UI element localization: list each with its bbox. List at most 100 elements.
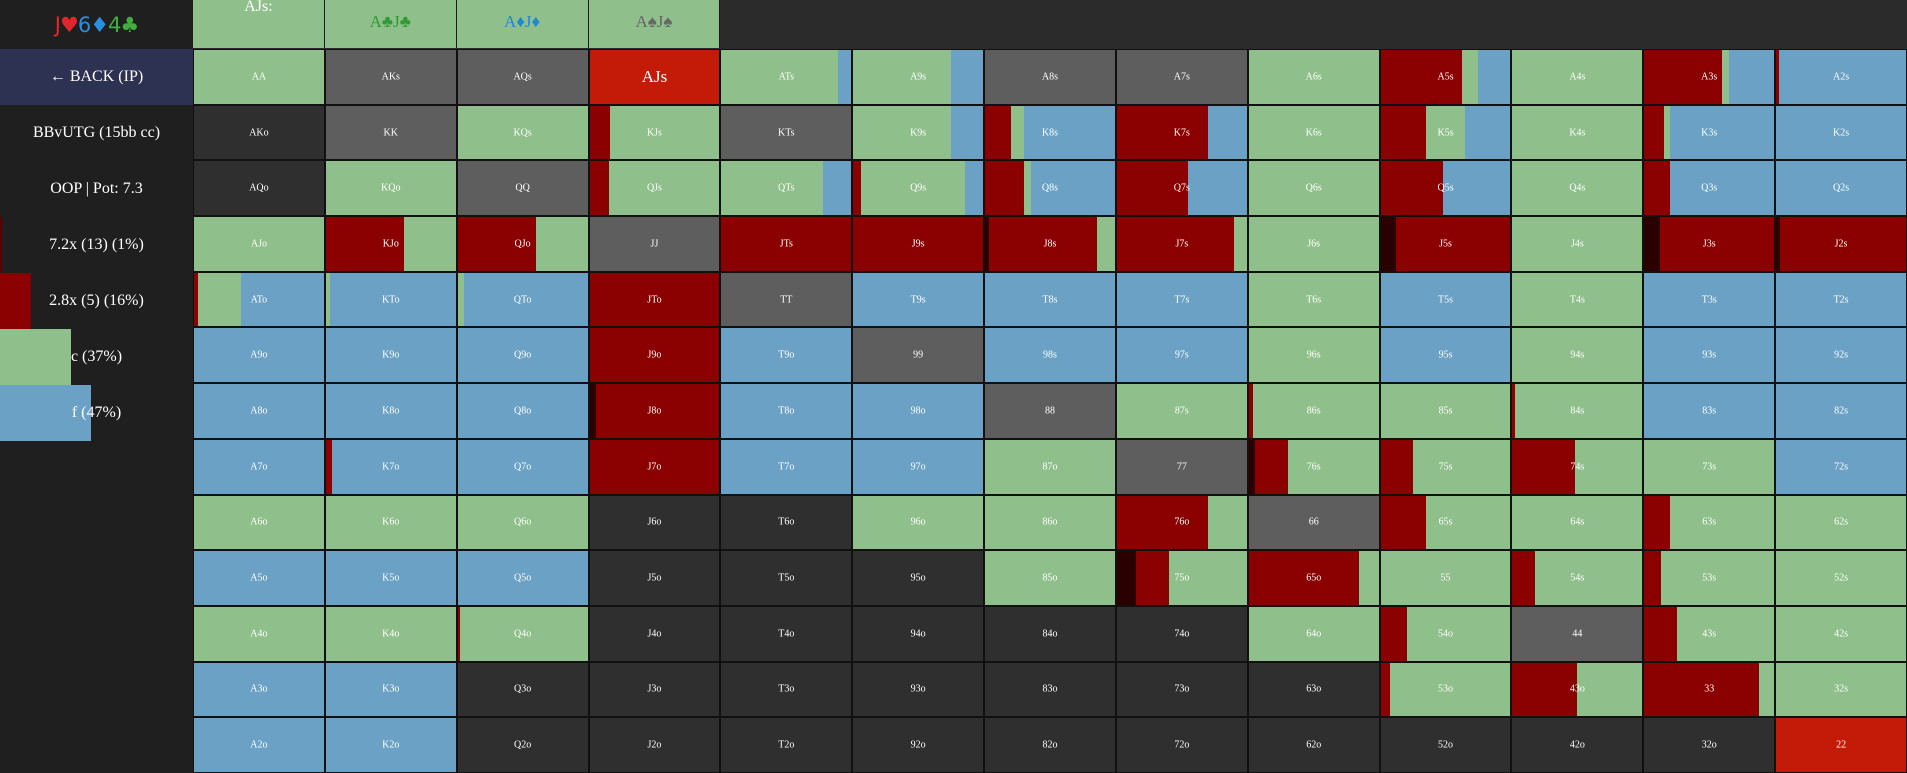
hand-cell[interactable]: K5s [1379,104,1512,161]
hand-cell[interactable]: 87o [984,438,1116,495]
hand-cell[interactable]: 65s [1379,494,1512,551]
hand-cell[interactable]: QQ [456,160,589,217]
hand-cell[interactable]: K6o [324,494,457,551]
hand-cell[interactable]: K5o [324,550,457,606]
hand-cell[interactable]: 44 [1511,605,1644,662]
hand-cell[interactable]: K4o [324,605,457,662]
hand-cell[interactable]: 83o [984,661,1116,718]
hand-cell[interactable]: Q6o [456,494,589,551]
hand-cell[interactable]: Q2s [1775,160,1907,217]
hand-cell[interactable]: K2o [324,717,457,773]
hand-cell[interactable]: A7o [193,438,325,495]
hand-cell[interactable]: T7o [720,438,853,495]
hand-cell[interactable]: 88 [984,383,1116,439]
hand-cell[interactable]: 43o [1511,661,1644,718]
hand-cell[interactable]: 73s [1643,438,1776,495]
hand-cell[interactable]: Q9s [852,160,985,217]
hand-cell[interactable]: A9o [193,327,325,384]
hand-cell[interactable]: AQs [456,49,589,105]
hand-cell[interactable]: 63s [1643,494,1776,551]
hand-cell[interactable]: AKo [193,104,325,161]
hand-cell[interactable]: T5o [720,550,853,606]
hand-cell[interactable]: 92s [1775,327,1907,384]
hand-cell[interactable]: J6o [588,494,721,551]
hand-cell[interactable]: AKs [324,49,457,105]
hand-cell[interactable]: T4o [720,605,853,662]
hand-cell[interactable]: K7o [324,438,457,495]
hand-cell[interactable]: A6o [193,494,325,551]
combo-item[interactable]: A♣J♣ [324,0,457,48]
hand-cell[interactable]: 77 [1115,438,1248,495]
hand-cell[interactable]: A5o [193,550,325,606]
hand-cell[interactable]: 32s [1775,661,1907,718]
hand-cell[interactable]: T9s [852,271,985,328]
hand-cell[interactable]: 52o [1379,717,1512,773]
hand-cell[interactable]: J7o [588,438,721,495]
hand-cell[interactable]: 72o [1115,717,1248,773]
hand-cell[interactable]: K8o [324,383,457,439]
hand-cell[interactable]: Q4s [1511,160,1644,217]
hand-cell[interactable]: 43s [1643,605,1776,662]
hand-cell[interactable]: Q8o [456,383,589,439]
hand-cell[interactable]: JJ [588,216,721,272]
hand-cell[interactable]: 93o [852,661,985,718]
hand-cell[interactable]: J3o [588,661,721,718]
hand-cell[interactable]: T7s [1115,271,1248,328]
hand-cell[interactable]: 85s [1379,383,1512,439]
hand-cell[interactable]: T2o [720,717,853,773]
hand-cell[interactable]: Q4o [456,605,589,662]
hand-cell[interactable]: KQo [324,160,457,217]
hand-cell[interactable]: T6s [1247,271,1380,328]
hand-cell[interactable]: J5s [1379,216,1512,272]
hand-cell[interactable]: T3o [720,661,853,718]
hand-cell[interactable]: 82s [1775,383,1907,439]
hand-cell[interactable]: 94s [1511,327,1644,384]
hand-cell[interactable]: 74o [1115,605,1248,662]
hand-cell[interactable]: 73o [1115,661,1248,718]
hand-cell[interactable]: KQs [456,104,589,161]
hand-cell[interactable]: 95s [1379,327,1512,384]
back-button[interactable]: ← BACK (IP) [0,49,193,105]
hand-cell[interactable]: J9o [588,327,721,384]
hand-cell[interactable]: 97s [1115,327,1248,384]
hand-cell[interactable]: J2o [588,717,721,773]
hand-cell[interactable]: J5o [588,550,721,606]
hand-cell[interactable]: 22 [1775,717,1907,773]
hand-cell[interactable]: A3o [193,661,325,718]
hand-cell[interactable]: K9s [852,104,985,161]
hand-cell[interactable]: Q5o [456,550,589,606]
hand-cell[interactable]: Q3s [1643,160,1776,217]
hand-cell[interactable]: TT [720,271,853,328]
hand-cell[interactable]: A2o [193,717,325,773]
hand-cell[interactable]: K9o [324,327,457,384]
hand-cell[interactable]: A9s [852,49,985,105]
hand-cell[interactable]: 76o [1115,494,1248,551]
hand-cell[interactable]: 64s [1511,494,1644,551]
hand-cell[interactable]: 66 [1247,494,1380,551]
hand-cell[interactable]: 83s [1643,383,1776,439]
hand-cell[interactable]: 32o [1643,717,1776,773]
hand-cell[interactable]: JTs [720,216,853,272]
hand-cell[interactable]: 55 [1379,550,1512,606]
hand-cell[interactable]: 85o [984,550,1116,606]
hand-cell[interactable]: 98o [852,383,985,439]
hand-cell[interactable]: J8o [588,383,721,439]
hand-cell[interactable]: J2s [1775,216,1907,272]
hand-cell[interactable]: K4s [1511,104,1644,161]
combo-item[interactable]: A♠J♠ [588,0,721,48]
hand-cell[interactable]: 98s [984,327,1116,384]
hand-cell[interactable]: KTs [720,104,853,161]
hand-cell[interactable]: QJo [456,216,589,272]
hand-cell[interactable]: 92o [852,717,985,773]
hand-cell[interactable]: 53o [1379,661,1512,718]
hand-cell[interactable]: 76s [1247,438,1380,495]
hand-cell[interactable]: J8s [984,216,1116,272]
hand-cell[interactable]: A4s [1511,49,1644,105]
hand-cell[interactable]: 87s [1115,383,1248,439]
hand-cell[interactable]: AQo [193,160,325,217]
hand-cell[interactable]: A7s [1115,49,1248,105]
hand-cell[interactable]: AJo [193,216,325,272]
hand-cell[interactable]: J6s [1247,216,1380,272]
hand-cell[interactable]: 97o [852,438,985,495]
hand-cell[interactable]: KTo [324,271,457,328]
